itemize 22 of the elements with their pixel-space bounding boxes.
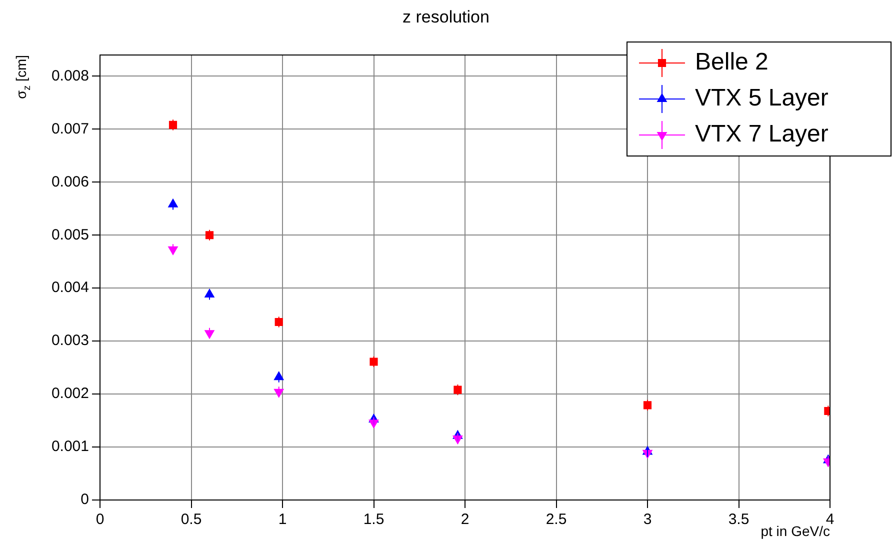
legend-label: VTX 5 Layer: [695, 84, 828, 112]
legend-label: VTX 7 Layer: [695, 120, 828, 148]
y-tick-label: 0.006: [51, 173, 89, 190]
x-tick-label: 0.5: [180, 511, 202, 528]
x-tick-label: 1: [278, 511, 287, 528]
y-tick-label: 0.002: [51, 385, 89, 402]
y-tick-label: 0.004: [51, 279, 89, 296]
y-tick-label: 0.008: [51, 67, 89, 84]
x-tick-label: 2.5: [546, 511, 567, 528]
x-tick-label: 3.5: [728, 511, 750, 528]
chart-title: z resolution: [402, 8, 490, 27]
y-axis-title: σz [cm]: [12, 54, 33, 99]
legend-label: Belle 2: [695, 48, 768, 76]
y-tick-label: 0.001: [51, 438, 89, 456]
y-tick-label: 0.003: [51, 332, 89, 350]
y-tick-label: 0.005: [51, 226, 89, 244]
y-tick-label: 0: [80, 491, 89, 508]
x-tick-label: 1.5: [363, 511, 384, 528]
x-tick-label: 0: [96, 511, 104, 528]
x-tick-label: 3: [643, 511, 652, 528]
y-tick-label: 0.007: [51, 120, 89, 138]
x-tick-label: 2: [460, 511, 470, 528]
